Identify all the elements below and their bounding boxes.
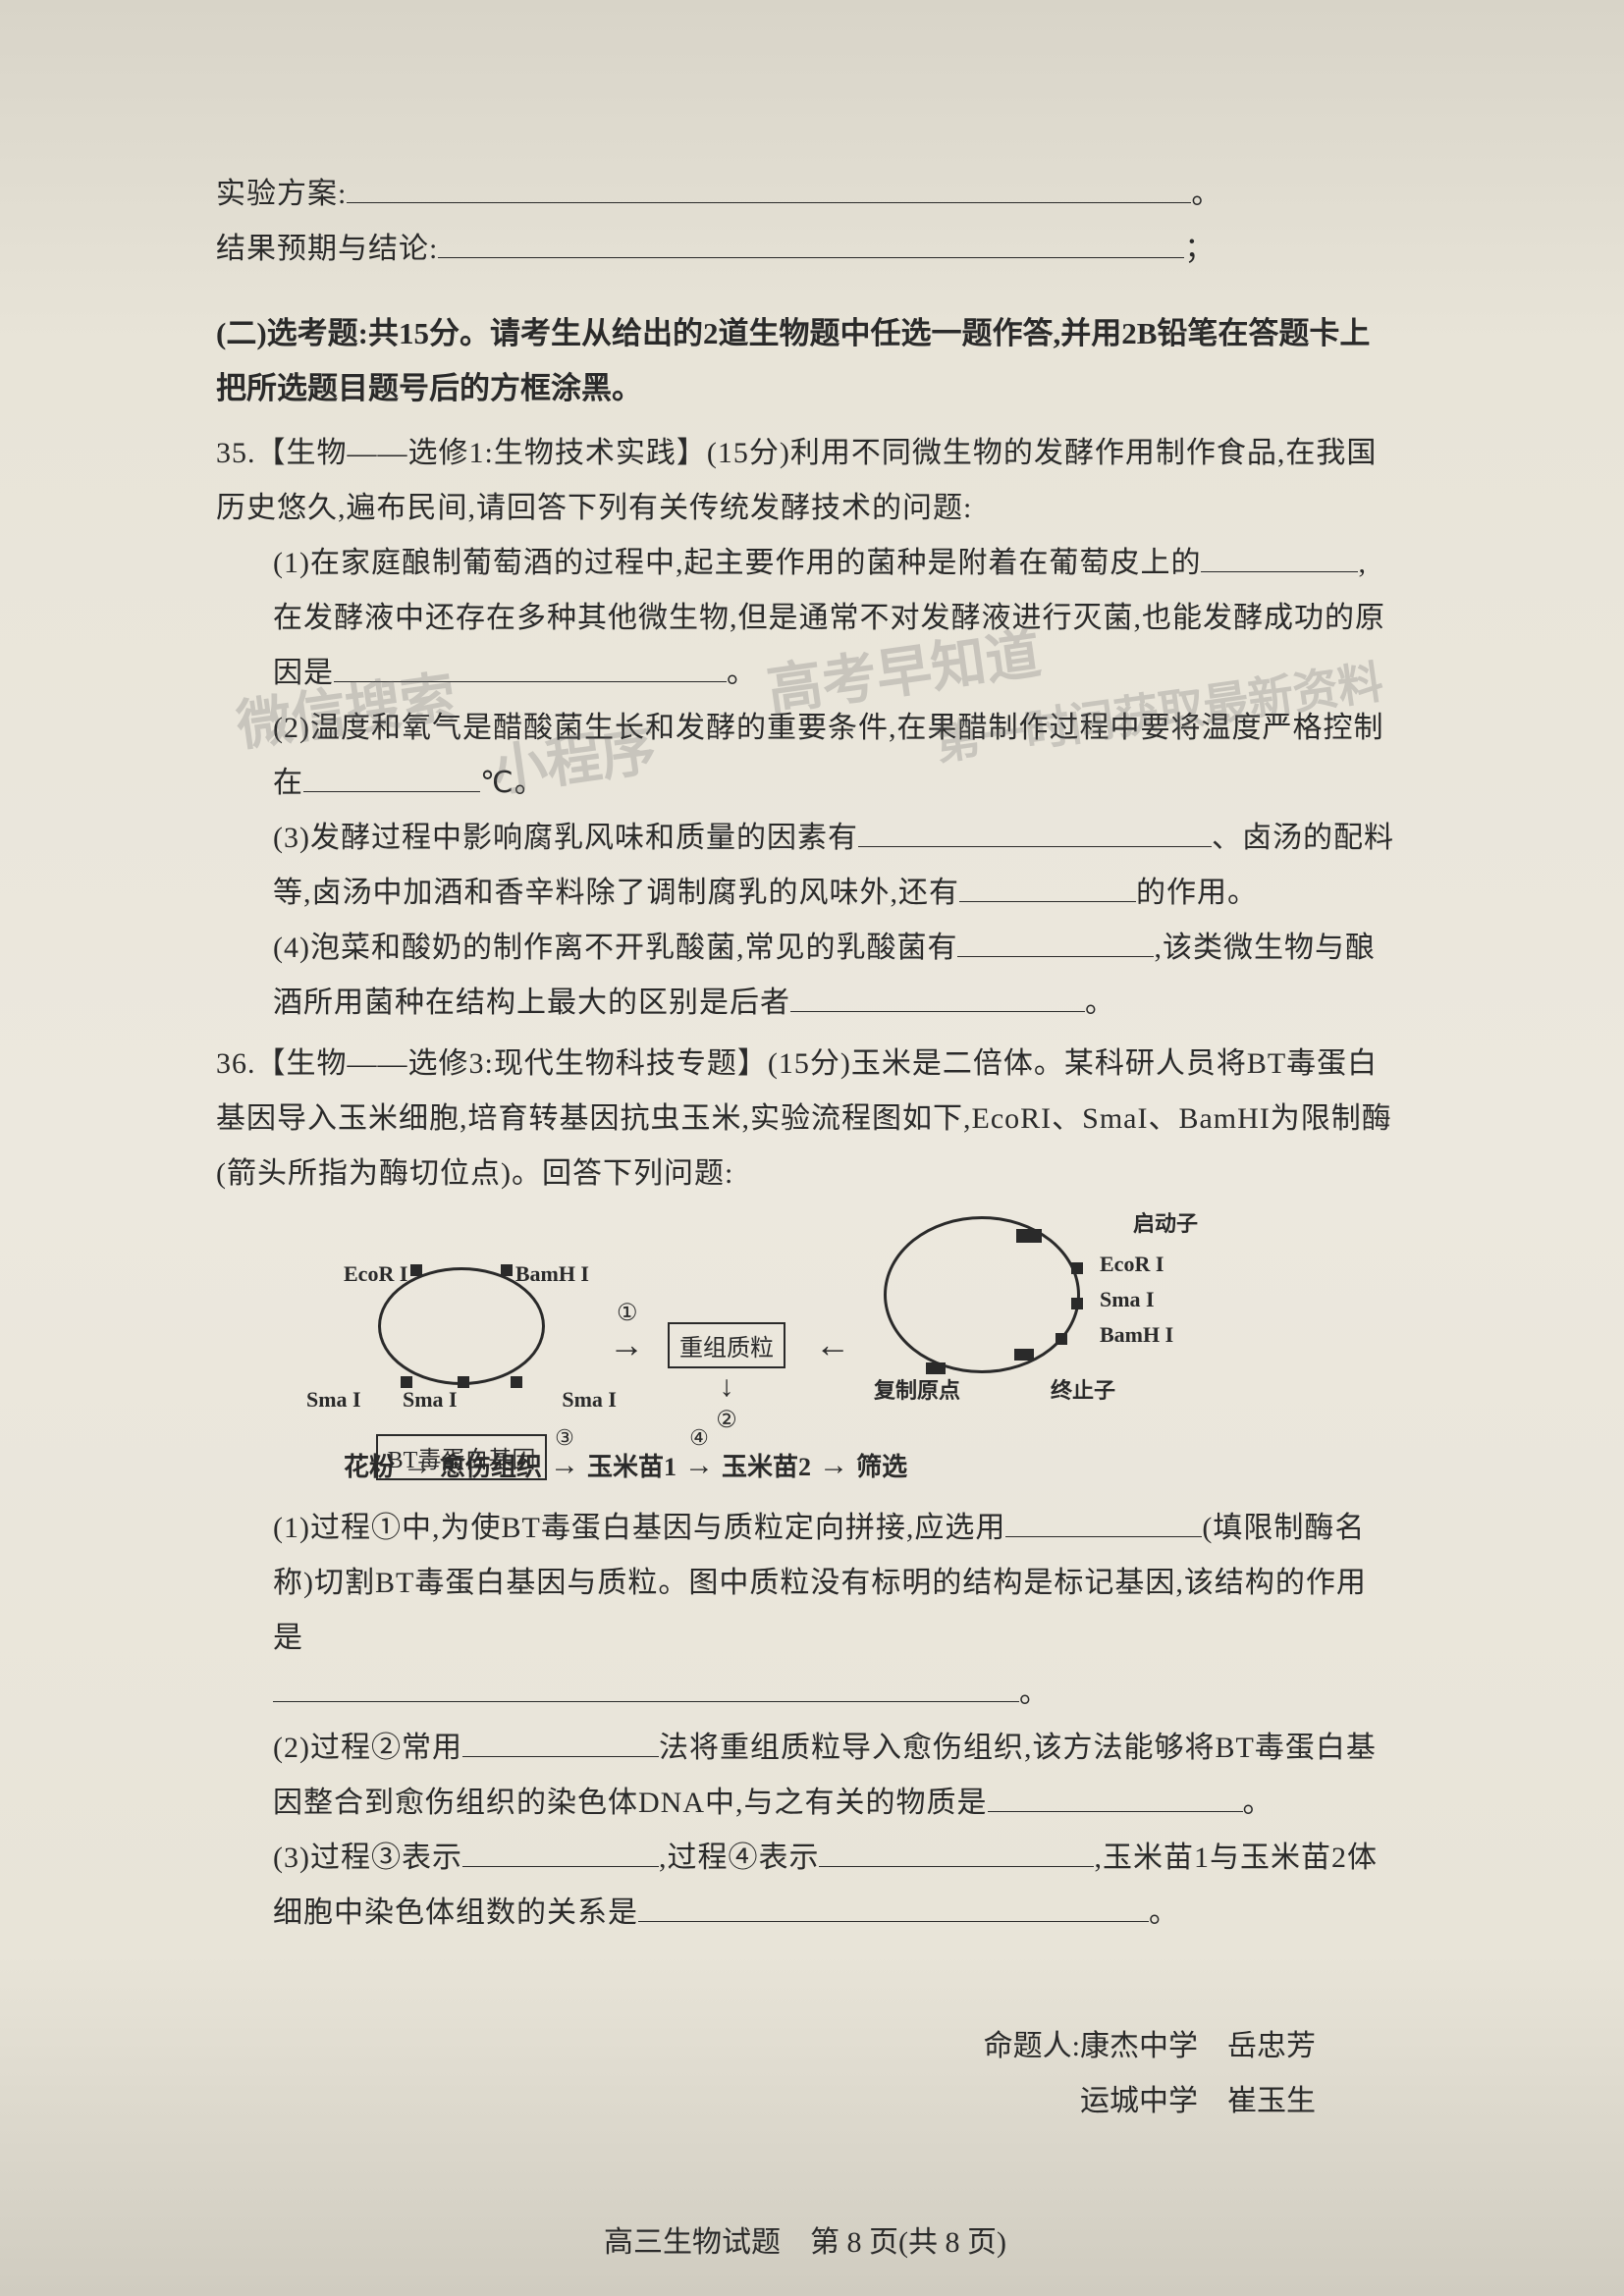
site-mark: [501, 1264, 513, 1276]
author-line1: 命题人:康杰中学 岳忠芳: [216, 2019, 1316, 2074]
site-mark: [1071, 1262, 1083, 1274]
arrow-right-icon: → ①: [609, 1324, 644, 1365]
circle3: ③: [555, 1425, 574, 1451]
blank: [1005, 1536, 1202, 1537]
site-mark: [1071, 1298, 1083, 1309]
arrow-left-icon: ←: [815, 1324, 850, 1365]
authors: 命题人:康杰中学 岳忠芳 运城中学 崔玉生: [216, 2019, 1394, 2129]
site-mark: [511, 1376, 522, 1388]
blank: [303, 791, 480, 792]
text: ,过程④表示: [659, 1842, 820, 1874]
down-arrow-icon: ↓: [668, 1370, 785, 1404]
text: (3)发酵过程中影响腐乳风味和质量的因素有: [273, 822, 858, 854]
plasmid-right: 启动子 EcoR I Sma I BamH I 复制原点 终止子: [884, 1216, 1178, 1373]
q35-1: (1)在家庭酿制葡萄酒的过程中,起主要作用的菌种是附着在葡萄皮上的,在发酵液中还…: [273, 536, 1394, 701]
smai-label: Sma I: [562, 1387, 617, 1413]
smai-label: Sma I: [1100, 1287, 1155, 1312]
blank: [273, 1701, 1019, 1702]
text: (1)过程①中,为使BT毒蛋白基因与质粒定向拼接,应选用: [273, 1512, 1005, 1544]
flow-screen: 筛选: [856, 1447, 907, 1483]
plasmid-circle-left: [378, 1267, 545, 1385]
flow-callus: 愈伤组织: [440, 1447, 542, 1483]
origin-label: 复制原点: [874, 1373, 960, 1405]
q36-2: (2)过程②常用法将重组质粒导入愈伤组织,该方法能够将BT毒蛋白基因整合到愈伤组…: [273, 1721, 1394, 1831]
exp-plan-label: 实验方案:: [216, 178, 347, 210]
text: ℃。: [480, 767, 545, 799]
bamhi-label: BamH I: [1100, 1322, 1173, 1348]
text: 的作用。: [1136, 877, 1258, 909]
blank: [858, 846, 1212, 847]
smai-label: Sma I: [306, 1387, 361, 1413]
text: 。: [1085, 987, 1115, 1019]
page-footer: 高三生物试题 第 8 页(共 8 页): [216, 2217, 1394, 2261]
flow-corn2: 玉米苗2: [722, 1447, 811, 1483]
diagram: EcoR I BamH I Sma I Sma I Sma I BT毒蛋白基因: [314, 1216, 1218, 1491]
plasmid-circle-right: [884, 1216, 1080, 1373]
blank: [638, 1921, 1149, 1922]
blank: [334, 681, 727, 682]
period: 。: [1191, 178, 1221, 210]
recomb-block: 重组质粒 ↓ ②: [668, 1314, 785, 1434]
terminator-mark: [1014, 1349, 1034, 1361]
flow-row: 花粉 → 愈伤组织 →③ 玉米苗1 →④ 玉米苗2 → 筛选: [344, 1447, 1227, 1483]
section-two-title: (二)选考题:共15分。请考生从给出的2道生物题中任选一题作答,并用2B铅笔在答…: [216, 306, 1394, 416]
text: 。: [727, 657, 757, 689]
text: 。: [1019, 1677, 1050, 1709]
q36-stem: 36.【生物——选修3:现代生物科技专题】(15分)玉米是二倍体。某科研人员将B…: [216, 1037, 1394, 1201]
circle2: ②: [716, 1408, 737, 1433]
text: (2)温度和氧气是醋酸菌生长和发酵的重要条件,在果醋制作过程中要将温度严格控制在: [273, 712, 1383, 799]
circle4: ④: [689, 1425, 709, 1451]
circle1: ①: [617, 1299, 638, 1327]
plasmid-left: EcoR I BamH I Sma I Sma I Sma I BT毒蛋白基因: [334, 1246, 589, 1480]
text: (4)泡菜和酸奶的制作离不开乳酸菌,常见的乳酸菌有: [273, 932, 957, 964]
blank: [462, 1866, 659, 1867]
q35-stem: 35.【生物——选修1:生物技术实践】(15分)利用不同微生物的发酵作用制作食品…: [216, 426, 1394, 536]
arrow-icon: →③: [550, 1449, 579, 1482]
q35-3: (3)发酵过程中影响腐乳风味和质量的因素有、卤汤的配料等,卤汤中加酒和香辛料除了…: [273, 811, 1394, 921]
ecori-label: EcoR I: [344, 1261, 407, 1287]
semi: ；: [1184, 233, 1215, 265]
blank: [957, 956, 1154, 957]
recomb-caption: 重组质粒: [668, 1322, 785, 1368]
text: 。: [1149, 1896, 1179, 1929]
arrow-icon: →: [819, 1449, 848, 1482]
q36-3: (3)过程③表示,过程④表示,玉米苗1与玉米苗2体细胞中染色体组数的关系是。: [273, 1831, 1394, 1941]
terminator-label: 终止子: [1051, 1373, 1115, 1405]
text: (3)过程③表示: [273, 1842, 462, 1874]
blank: [1201, 571, 1358, 572]
q35-2: (2)温度和氧气是醋酸菌生长和发酵的重要条件,在果醋制作过程中要将温度严格控制在…: [273, 701, 1394, 811]
arrow-icon: →④: [684, 1449, 714, 1482]
blank: [347, 202, 1191, 203]
q36-1b: 。: [273, 1666, 1394, 1721]
author-line2: 运城中学 崔玉生: [216, 2074, 1316, 2129]
blank: [959, 901, 1136, 902]
bamhi-label: BamH I: [515, 1261, 589, 1287]
text: (2)过程②常用: [273, 1732, 462, 1764]
blank: [819, 1866, 1094, 1867]
blank: [790, 1011, 1085, 1012]
site-mark: [410, 1264, 422, 1276]
smai-label: Sma I: [403, 1387, 458, 1413]
ecori-label: EcoR I: [1100, 1252, 1164, 1277]
blank: [462, 1756, 659, 1757]
promoter-label: 启动子: [1133, 1206, 1198, 1238]
flow-pollen: 花粉: [344, 1447, 395, 1483]
result-label: 结果预期与结论:: [216, 233, 438, 265]
text: 。: [1243, 1787, 1273, 1819]
promoter-mark: [1016, 1229, 1042, 1243]
arrow-icon: →: [403, 1449, 432, 1482]
q36-1: (1)过程①中,为使BT毒蛋白基因与质粒定向拼接,应选用(填限制酶名称)切割BT…: [273, 1501, 1394, 1666]
blank: [438, 257, 1184, 258]
q35-4: (4)泡菜和酸奶的制作离不开乳酸菌,常见的乳酸菌有,该类微生物与酿酒所用菌种在结…: [273, 921, 1394, 1031]
result-line: 结果预期与结论: ；: [216, 222, 1394, 277]
text: (1)在家庭酿制葡萄酒的过程中,起主要作用的菌种是附着在葡萄皮上的: [273, 547, 1201, 579]
exp-plan-line: 实验方案: 。: [216, 167, 1394, 222]
site-mark: [1056, 1333, 1067, 1345]
flow-corn1: 玉米苗1: [587, 1447, 677, 1483]
site-mark: [458, 1376, 469, 1388]
blank: [988, 1811, 1243, 1812]
